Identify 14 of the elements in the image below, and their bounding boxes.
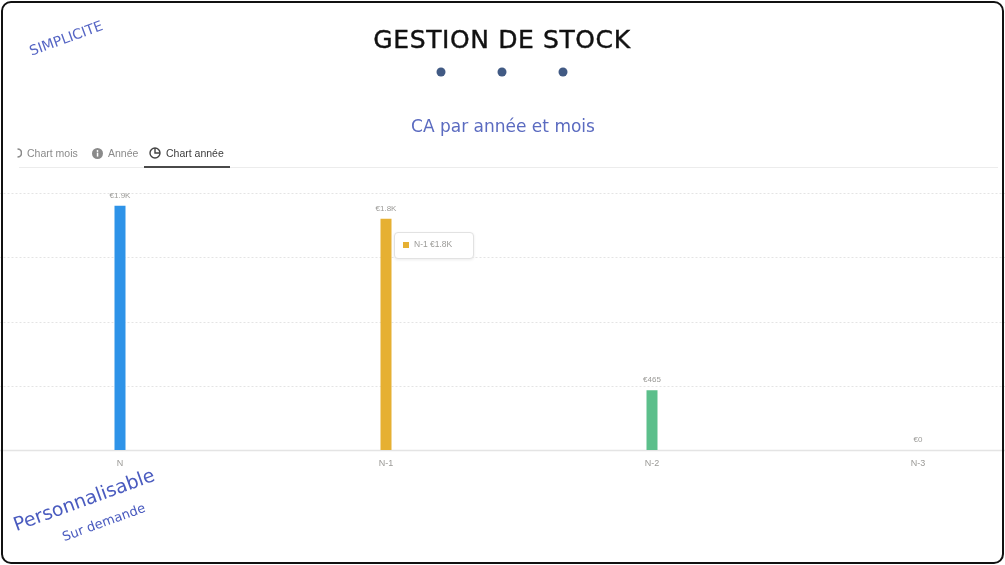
text: Chart mois <box>27 146 78 160</box>
data-label: €0 <box>913 435 923 444</box>
x-tick-label: N-2 <box>644 457 660 468</box>
data-label: €1.9K <box>109 190 132 200</box>
x-tick-label: N-1 <box>378 457 394 468</box>
x-tick-label: N <box>116 457 124 468</box>
chart-title: GESTION DE STOCK <box>373 24 631 55</box>
x-tick-label: N-3 <box>910 457 926 468</box>
text: Année <box>108 146 139 160</box>
data-label: €1.8K <box>375 203 398 213</box>
data-label: €465 <box>643 375 662 385</box>
text: Chart année <box>166 146 224 160</box>
chart-subtitle: CA par année et mois <box>411 116 595 137</box>
annotation: N-1 €1.8K <box>414 239 453 250</box>
